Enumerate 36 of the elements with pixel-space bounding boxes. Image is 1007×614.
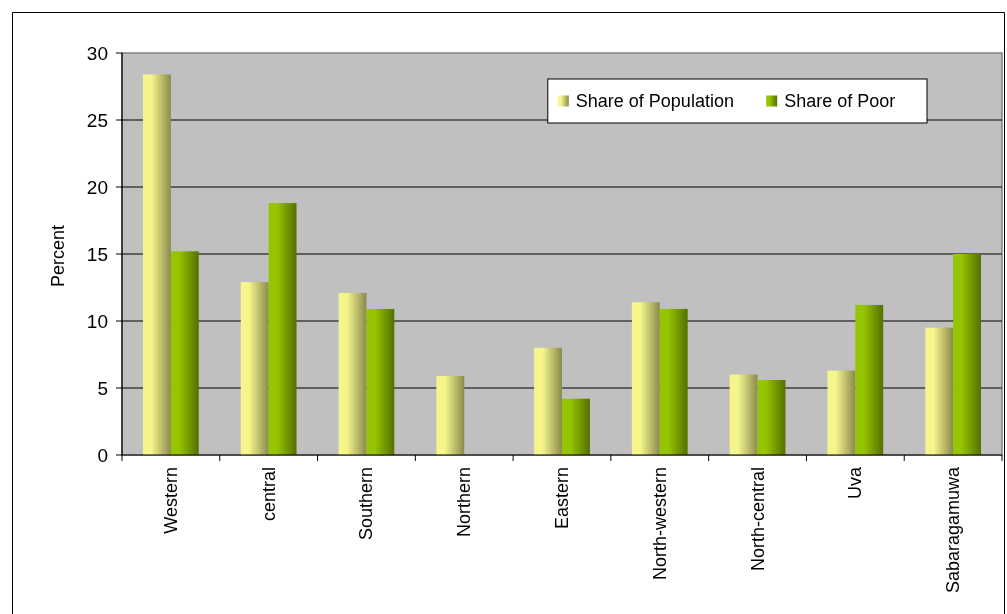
bar — [143, 74, 171, 455]
bar — [534, 347, 562, 455]
y-tick-label: 5 — [97, 377, 108, 399]
bar — [562, 398, 590, 455]
bar — [366, 308, 395, 455]
bar — [268, 203, 297, 455]
x-tick-label: Western — [160, 467, 181, 534]
legend-label: Share of Population — [575, 91, 734, 111]
x-tick-label: North-western — [649, 467, 670, 581]
x-tick-label: Eastern — [552, 467, 572, 530]
y-tick-label: 15 — [86, 243, 108, 265]
y-tick-label: 20 — [86, 176, 108, 198]
y-tick-label: 0 — [97, 444, 108, 466]
bar — [729, 374, 758, 455]
bar — [436, 375, 465, 455]
y-tick-label: 25 — [86, 109, 108, 131]
x-tick-label: Sabaragamuwa — [943, 466, 964, 594]
bar — [827, 370, 856, 455]
bar — [240, 282, 269, 455]
bar — [659, 308, 688, 455]
legend-label: Share of Poor — [784, 91, 896, 111]
bar — [757, 379, 786, 455]
y-tick-label: 10 — [86, 310, 108, 332]
bar — [338, 292, 367, 455]
x-tick-label: central — [258, 467, 279, 522]
bar — [855, 304, 884, 455]
bar — [953, 254, 981, 455]
bar — [631, 302, 660, 455]
x-tick-label: Northern — [454, 467, 475, 538]
x-tick-label: North-central — [747, 467, 768, 572]
x-tick-label: Southern — [356, 467, 377, 541]
bar — [925, 327, 954, 455]
y-tick-label: 30 — [86, 42, 108, 64]
x-tick-label: Uva — [845, 466, 866, 500]
y-axis-title: Percent — [48, 224, 68, 288]
bar — [170, 251, 199, 455]
